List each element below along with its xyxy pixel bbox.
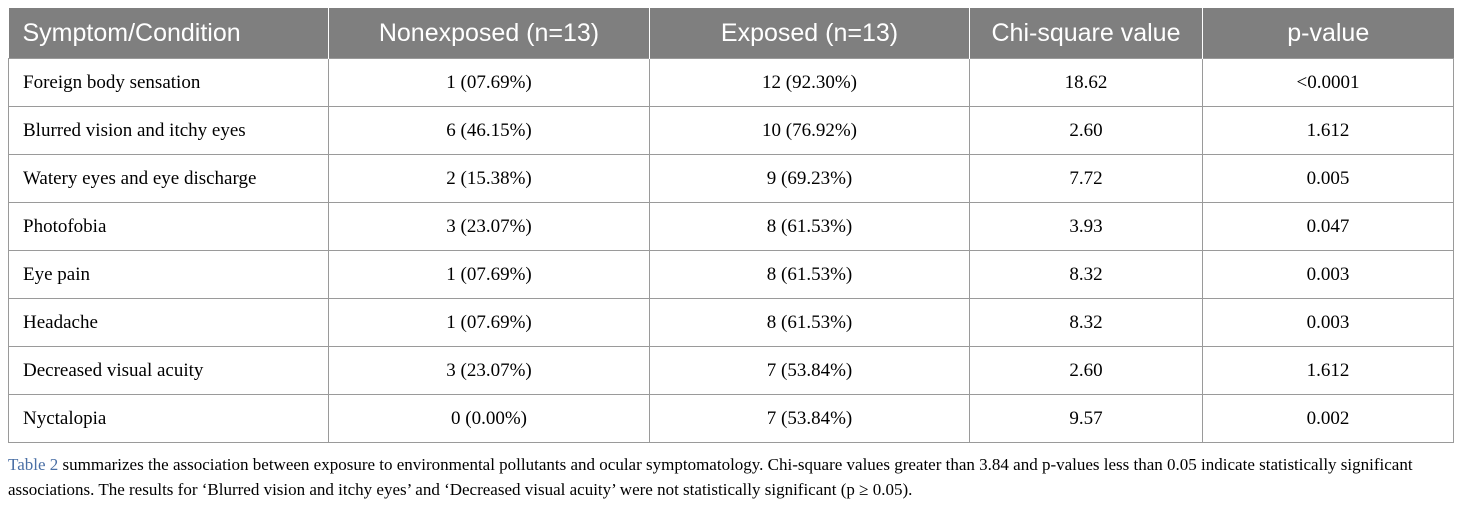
header-chi-square: Chi-square value bbox=[969, 8, 1203, 59]
header-exposed: Exposed (n=13) bbox=[649, 8, 970, 59]
table-row: Foreign body sensation 1 (07.69%) 12 (92… bbox=[8, 58, 1454, 107]
cell-exposed: 12 (92.30%) bbox=[649, 58, 970, 107]
header-nonexposed: Nonexposed (n=13) bbox=[328, 8, 650, 59]
cell-chi-square: 2.60 bbox=[969, 106, 1203, 155]
cell-p-value: <0.0001 bbox=[1202, 58, 1454, 107]
table-row: Decreased visual acuity 3 (23.07%) 7 (53… bbox=[8, 346, 1454, 395]
cell-nonexposed: 3 (23.07%) bbox=[328, 346, 650, 395]
caption-text: summarizes the association between expos… bbox=[8, 455, 1413, 499]
cell-chi-square: 18.62 bbox=[969, 58, 1203, 107]
cell-exposed: 7 (53.84%) bbox=[649, 394, 970, 443]
cell-symptom: Headache bbox=[8, 298, 329, 347]
table-header-row: Symptom/Condition Nonexposed (n=13) Expo… bbox=[8, 8, 1454, 59]
cell-exposed: 8 (61.53%) bbox=[649, 298, 970, 347]
cell-nonexposed: 1 (07.69%) bbox=[328, 250, 650, 299]
cell-symptom: Watery eyes and eye discharge bbox=[8, 154, 329, 203]
cell-p-value: 0.002 bbox=[1202, 394, 1454, 443]
table-row: Eye pain 1 (07.69%) 8 (61.53%) 8.32 0.00… bbox=[8, 250, 1454, 299]
cell-chi-square: 8.32 bbox=[969, 298, 1203, 347]
cell-symptom: Nyctalopia bbox=[8, 394, 329, 443]
cell-symptom: Blurred vision and itchy eyes bbox=[8, 106, 329, 155]
table-caption: Table 2 summarizes the association betwe… bbox=[8, 452, 1448, 502]
table-row: Photofobia 3 (23.07%) 8 (61.53%) 3.93 0.… bbox=[8, 202, 1454, 251]
cell-exposed: 8 (61.53%) bbox=[649, 250, 970, 299]
cell-symptom: Eye pain bbox=[8, 250, 329, 299]
cell-p-value: 0.003 bbox=[1202, 298, 1454, 347]
cell-chi-square: 9.57 bbox=[969, 394, 1203, 443]
cell-nonexposed: 3 (23.07%) bbox=[328, 202, 650, 251]
header-symptom: Symptom/Condition bbox=[8, 8, 329, 59]
cell-exposed: 7 (53.84%) bbox=[649, 346, 970, 395]
table-row: Watery eyes and eye discharge 2 (15.38%)… bbox=[8, 154, 1454, 203]
cell-p-value: 1.612 bbox=[1202, 106, 1454, 155]
cell-p-value: 1.612 bbox=[1202, 346, 1454, 395]
cell-chi-square: 3.93 bbox=[969, 202, 1203, 251]
cell-exposed: 9 (69.23%) bbox=[649, 154, 970, 203]
cell-exposed: 10 (76.92%) bbox=[649, 106, 970, 155]
cell-chi-square: 2.60 bbox=[969, 346, 1203, 395]
cell-nonexposed: 2 (15.38%) bbox=[328, 154, 650, 203]
cell-p-value: 0.003 bbox=[1202, 250, 1454, 299]
cell-nonexposed: 6 (46.15%) bbox=[328, 106, 650, 155]
cell-symptom: Decreased visual acuity bbox=[8, 346, 329, 395]
symptom-table: Symptom/Condition Nonexposed (n=13) Expo… bbox=[8, 8, 1454, 443]
cell-nonexposed: 1 (07.69%) bbox=[328, 58, 650, 107]
cell-nonexposed: 1 (07.69%) bbox=[328, 298, 650, 347]
cell-p-value: 0.047 bbox=[1202, 202, 1454, 251]
table-row: Blurred vision and itchy eyes 6 (46.15%)… bbox=[8, 106, 1454, 155]
cell-chi-square: 8.32 bbox=[969, 250, 1203, 299]
header-p-value: p-value bbox=[1202, 8, 1454, 59]
cell-chi-square: 7.72 bbox=[969, 154, 1203, 203]
table-row: Nyctalopia 0 (0.00%) 7 (53.84%) 9.57 0.0… bbox=[8, 394, 1454, 443]
cell-p-value: 0.005 bbox=[1202, 154, 1454, 203]
cell-symptom: Foreign body sensation bbox=[8, 58, 329, 107]
cell-nonexposed: 0 (0.00%) bbox=[328, 394, 650, 443]
table-reference-link[interactable]: Table 2 bbox=[8, 455, 59, 474]
cell-exposed: 8 (61.53%) bbox=[649, 202, 970, 251]
cell-symptom: Photofobia bbox=[8, 202, 329, 251]
table-row: Headache 1 (07.69%) 8 (61.53%) 8.32 0.00… bbox=[8, 298, 1454, 347]
